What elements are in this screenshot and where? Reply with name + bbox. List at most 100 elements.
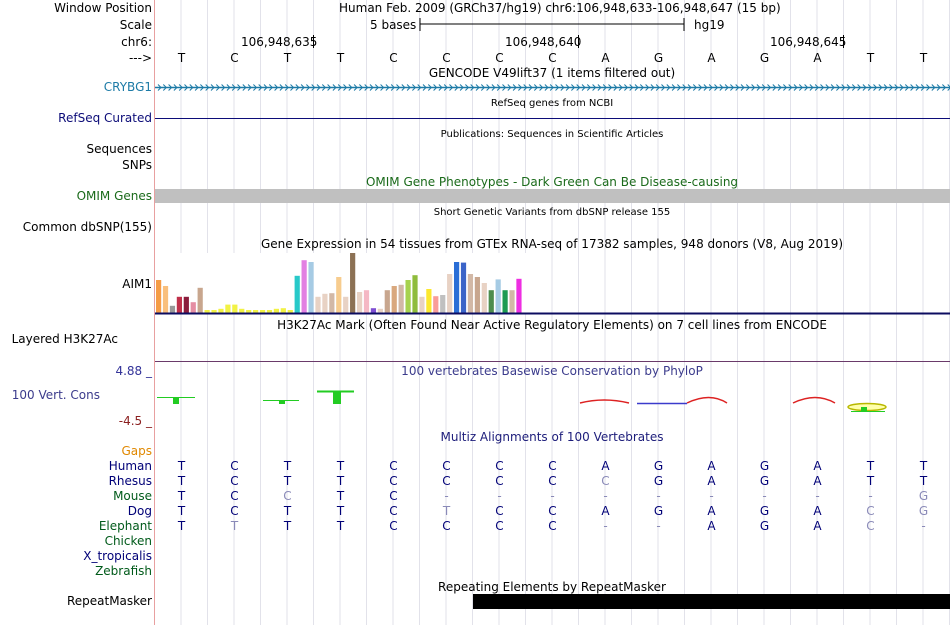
aligned-base: A [813, 519, 822, 533]
species-label[interactable]: Zebrafish [95, 564, 152, 578]
strand-chevron [576, 84, 581, 91]
species-label[interactable]: Elephant [98, 519, 152, 533]
publications-track-title: Publications: Sequences in Scientific Ar… [440, 129, 664, 140]
omim-track-label[interactable]: OMIM Genes [76, 189, 152, 203]
repeatmasker-track-label[interactable]: RepeatMasker [66, 594, 152, 608]
strand-chevron [825, 84, 830, 91]
strand-chevron [300, 84, 305, 91]
strand-chevron [661, 84, 666, 91]
strand-chevron [253, 84, 258, 91]
strand-chevron [761, 84, 766, 91]
aligned-base: C [601, 474, 610, 488]
strand-chevron [629, 84, 634, 91]
gtex-tissue-bar [322, 293, 328, 313]
strand-chevron [390, 84, 395, 91]
omim-track-title: OMIM Gene Phenotypes - Dark Green Can Be… [365, 175, 739, 189]
strand-chevron [189, 84, 194, 91]
strand-chevron [337, 84, 342, 91]
aligned-base: T [336, 489, 345, 503]
gtex-tissue-bar [384, 290, 390, 313]
strand-chevron [178, 84, 183, 91]
species-label[interactable]: Dog [127, 504, 152, 518]
gencode-track-title: GENCODE V49lift37 (1 items filtered out) [428, 66, 676, 80]
species-label[interactable]: Human [108, 459, 152, 473]
strand-chevron [751, 84, 756, 91]
conservation-track-label[interactable]: 100 Vert. Cons [11, 388, 100, 402]
strand-chevron [263, 84, 268, 91]
strand-chevron [184, 84, 189, 91]
species-label[interactable]: Chicken [104, 534, 152, 548]
strand-chevron [714, 84, 719, 91]
reference-base: C [442, 51, 451, 65]
gtex-tissue-bar [253, 310, 259, 313]
strand-chevron [157, 84, 162, 91]
aligned-base: T [177, 519, 186, 533]
strand-chevron [369, 84, 374, 91]
gtex-tissue-bar [287, 310, 293, 313]
aligned-base: C [866, 519, 875, 533]
publications-label-sequences[interactable]: Sequences [86, 142, 152, 156]
strand-chevron [947, 84, 950, 91]
strand-chevron [608, 84, 613, 91]
strand-chevron [687, 84, 692, 91]
aligned-base: A [707, 474, 716, 488]
gencode-track-label[interactable]: CRYBG1 [103, 80, 152, 94]
strand-chevron [798, 84, 804, 91]
strand-chevron [618, 84, 623, 91]
gtex-tissue-bar [218, 308, 224, 313]
gtex-tissue-bar [280, 308, 286, 313]
crybg1-gene-feature[interactable] [155, 0, 950, 100]
repeat-element-block[interactable] [473, 594, 950, 609]
aligned-base: C [389, 474, 398, 488]
coord-label-1: 106,948,635 [241, 35, 318, 49]
species-label[interactable]: Rhesus [108, 474, 152, 488]
gtex-tissue-bar [391, 286, 397, 313]
aligned-base: C [495, 504, 504, 518]
gaps-track-label[interactable]: Gaps [121, 444, 152, 458]
strand-chevron [306, 84, 311, 91]
h3k27ac-track-baseline [155, 361, 950, 362]
strand-chevron [443, 84, 448, 91]
dbsnp-track-label[interactable]: Common dbSNP(155) [22, 220, 152, 234]
omim-gene-bar[interactable] [155, 189, 950, 203]
aligned-base: G [653, 474, 664, 488]
gtex-tissue-bar [502, 290, 508, 313]
strand-chevron [708, 84, 713, 91]
reference-base: T [283, 51, 292, 65]
strand-chevron [692, 84, 698, 91]
strand-chevron [316, 84, 321, 91]
aligned-base: T [177, 459, 186, 473]
refseq-track-title: RefSeq genes from NCBI [490, 98, 614, 109]
refseq-gene-feature[interactable] [155, 0, 950, 130]
gtex-tissue-bar [516, 278, 522, 313]
publications-label-snps[interactable]: SNPs [122, 158, 152, 172]
tracks-panel[interactable]: Human Feb. 2009 (GRCh37/hg19) chr6:106,9… [155, 0, 950, 625]
strand-chevron [745, 84, 751, 91]
assembly-text: hg19 [694, 18, 725, 32]
strand-chevron [221, 84, 226, 91]
strand-chevron [507, 84, 512, 91]
h3k27ac-track-label[interactable]: Layered H3K27Ac [11, 332, 118, 346]
strand-chevron [873, 84, 878, 91]
aligned-base: T [177, 474, 186, 488]
species-label[interactable]: X_tropicalis [83, 549, 152, 563]
strand-chevron [162, 84, 168, 91]
species-label[interactable]: Mouse [113, 489, 152, 503]
strand-chevron [682, 84, 687, 91]
strand-chevron [735, 84, 740, 91]
gtex-tissue-bar [336, 277, 342, 313]
aligned-base: - [921, 519, 926, 533]
strand-chevron [920, 84, 925, 91]
gtex-track-label[interactable]: AIM1 [122, 277, 152, 291]
gtex-tissue-bar [190, 302, 196, 313]
gtex-tissue-bar [308, 262, 314, 313]
gtex-bar-chart[interactable] [155, 0, 950, 320]
refseq-track-label[interactable]: RefSeq Curated [58, 111, 152, 125]
strand-chevron [613, 84, 618, 91]
phylop-conservation-plot[interactable] [155, 0, 950, 420]
conservation-min-label: -4.5 _ [118, 414, 152, 428]
aligned-base: C [389, 459, 398, 473]
scale-text: 5 bases [370, 18, 417, 32]
strand-chevron [215, 84, 221, 91]
chromosome-label: chr6: [121, 35, 152, 49]
